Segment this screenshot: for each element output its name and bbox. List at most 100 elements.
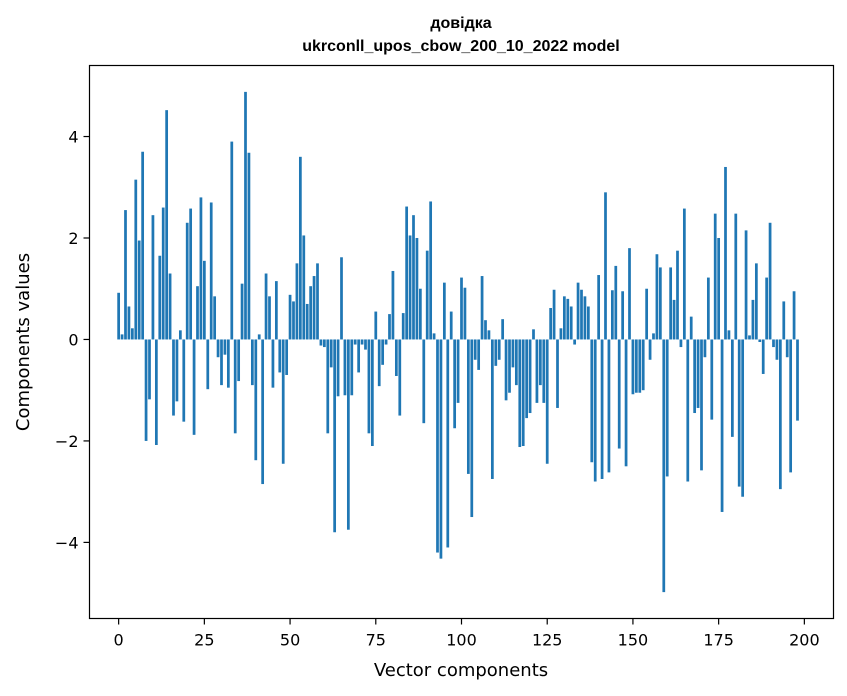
bar-component-31 [223, 339, 227, 355]
bar-component-196 [789, 339, 793, 473]
bar-component-187 [758, 339, 762, 342]
bars-group [117, 91, 799, 593]
bar-component-37 [244, 91, 247, 340]
bar-component-33 [230, 141, 234, 340]
bar-component-137 [586, 306, 590, 340]
bar-component-79 [388, 314, 391, 340]
x-axis: 0 25 50 75 100 125 150 175 200 [114, 618, 820, 650]
bar-component-36 [240, 283, 244, 340]
bar-component-46 [274, 281, 278, 340]
y-tick-label: −2 [55, 432, 79, 451]
bar-component-53 [298, 156, 302, 340]
bar-component-38 [247, 152, 251, 340]
bar-component-59 [319, 339, 323, 346]
bar-component-107 [484, 320, 487, 340]
bar-component-109 [490, 339, 494, 479]
bar-component-132 [569, 306, 573, 340]
bar-component-67 [346, 339, 350, 530]
x-tick-label: 125 [532, 631, 563, 650]
bar-component-95 [442, 282, 446, 340]
bar-component-155 [648, 339, 652, 360]
bar-component-160 [665, 339, 669, 477]
bar-component-58 [316, 263, 319, 340]
bar-component-0 [117, 292, 121, 340]
bar-component-78 [384, 339, 388, 345]
bar-component-161 [669, 267, 673, 340]
bar-component-188 [761, 339, 765, 374]
x-tick-label: 75 [366, 631, 386, 650]
bar-component-129 [559, 328, 563, 340]
bar-component-133 [573, 339, 577, 345]
bar-component-171 [703, 339, 707, 358]
bar-component-27 [209, 202, 213, 340]
bar-component-106 [480, 276, 484, 340]
bar-component-178 [727, 330, 731, 340]
bar-component-157 [655, 254, 659, 340]
bar-component-56 [309, 286, 313, 340]
bar-component-8 [144, 339, 148, 441]
bar-component-21 [189, 208, 193, 340]
bar-component-48 [281, 339, 285, 464]
bar-component-168 [693, 339, 697, 414]
x-tick-label: 200 [789, 631, 820, 650]
bar-component-6 [137, 240, 141, 340]
y-axis: −4 −2 0 2 4 [55, 128, 90, 552]
bar-component-177 [724, 166, 727, 340]
bar-component-104 [473, 339, 477, 360]
bar-component-45 [271, 339, 275, 388]
bar-component-134 [576, 282, 580, 340]
bar-component-167 [689, 316, 693, 340]
bar-component-189 [765, 277, 769, 340]
bar-component-153 [641, 339, 645, 391]
bar-component-41 [257, 334, 261, 340]
bar-component-150 [631, 339, 635, 395]
bar-component-151 [634, 339, 638, 393]
bar-component-102 [466, 339, 470, 474]
bar-component-194 [782, 301, 786, 340]
bar-component-65 [340, 257, 343, 340]
bar-component-148 [624, 339, 628, 467]
bar-component-128 [556, 339, 559, 408]
bar-component-139 [593, 339, 597, 482]
bar-component-66 [343, 339, 347, 396]
bar-component-130 [562, 296, 566, 340]
bar-component-11 [154, 339, 158, 445]
bar-component-25 [202, 260, 206, 340]
bar-component-55 [305, 303, 309, 340]
bar-component-197 [792, 291, 796, 340]
bar-component-176 [720, 339, 724, 512]
y-tick-label: −4 [55, 533, 79, 552]
bar-component-4 [130, 328, 134, 340]
bar-component-159 [662, 339, 666, 593]
bar-component-22 [192, 339, 196, 435]
bar-component-19 [182, 339, 186, 422]
bar-component-23 [196, 286, 199, 340]
bar-component-101 [463, 287, 467, 340]
bar-component-10 [151, 215, 155, 340]
bar-component-91 [429, 201, 433, 340]
bar-component-135 [580, 289, 583, 340]
bar-component-57 [312, 276, 316, 340]
bar-component-96 [446, 339, 450, 548]
bar-component-110 [494, 339, 498, 366]
bar-component-140 [597, 275, 601, 340]
bar-component-70 [357, 339, 361, 373]
bar-component-34 [233, 339, 237, 434]
bar-component-144 [610, 290, 614, 340]
x-tick-label: 150 [618, 631, 649, 650]
bar-component-83 [401, 313, 405, 340]
bar-component-119 [525, 339, 529, 419]
bar-component-44 [268, 296, 271, 340]
bar-component-165 [682, 208, 686, 340]
bar-component-122 [535, 339, 539, 403]
bar-component-5 [134, 179, 138, 340]
bar-component-74 [370, 339, 374, 447]
bar-component-192 [775, 339, 779, 360]
bar-component-16 [172, 339, 175, 416]
bar-component-87 [415, 237, 419, 340]
bar-component-50 [288, 294, 292, 340]
y-axis-label: Components values [13, 253, 34, 431]
bar-component-103 [470, 339, 474, 518]
bar-component-17 [175, 339, 179, 402]
